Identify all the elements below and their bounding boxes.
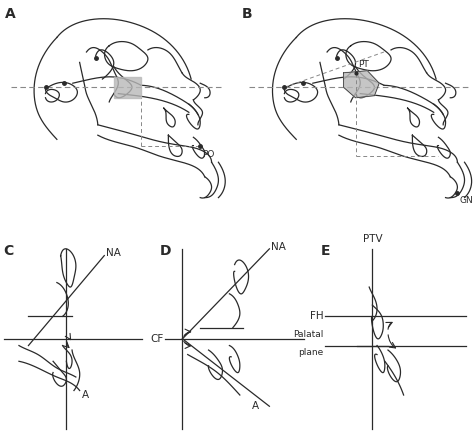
Text: A: A [252, 401, 259, 411]
Text: E: E [321, 244, 330, 258]
Text: NA: NA [106, 248, 121, 258]
Text: B: B [242, 7, 252, 21]
Text: GN: GN [460, 195, 474, 205]
Text: plane: plane [299, 348, 324, 357]
Text: A: A [5, 7, 15, 21]
Text: FH: FH [310, 312, 324, 321]
Text: PTV: PTV [363, 235, 382, 244]
Text: PT: PT [358, 60, 369, 69]
Text: C: C [3, 244, 13, 258]
Polygon shape [344, 71, 379, 98]
Text: Palatal: Palatal [293, 330, 324, 339]
Text: NA: NA [271, 242, 286, 252]
Text: PO: PO [202, 150, 215, 159]
Text: D: D [160, 244, 171, 258]
Text: CF: CF [150, 334, 164, 344]
Polygon shape [114, 77, 141, 98]
Text: A: A [82, 390, 89, 400]
